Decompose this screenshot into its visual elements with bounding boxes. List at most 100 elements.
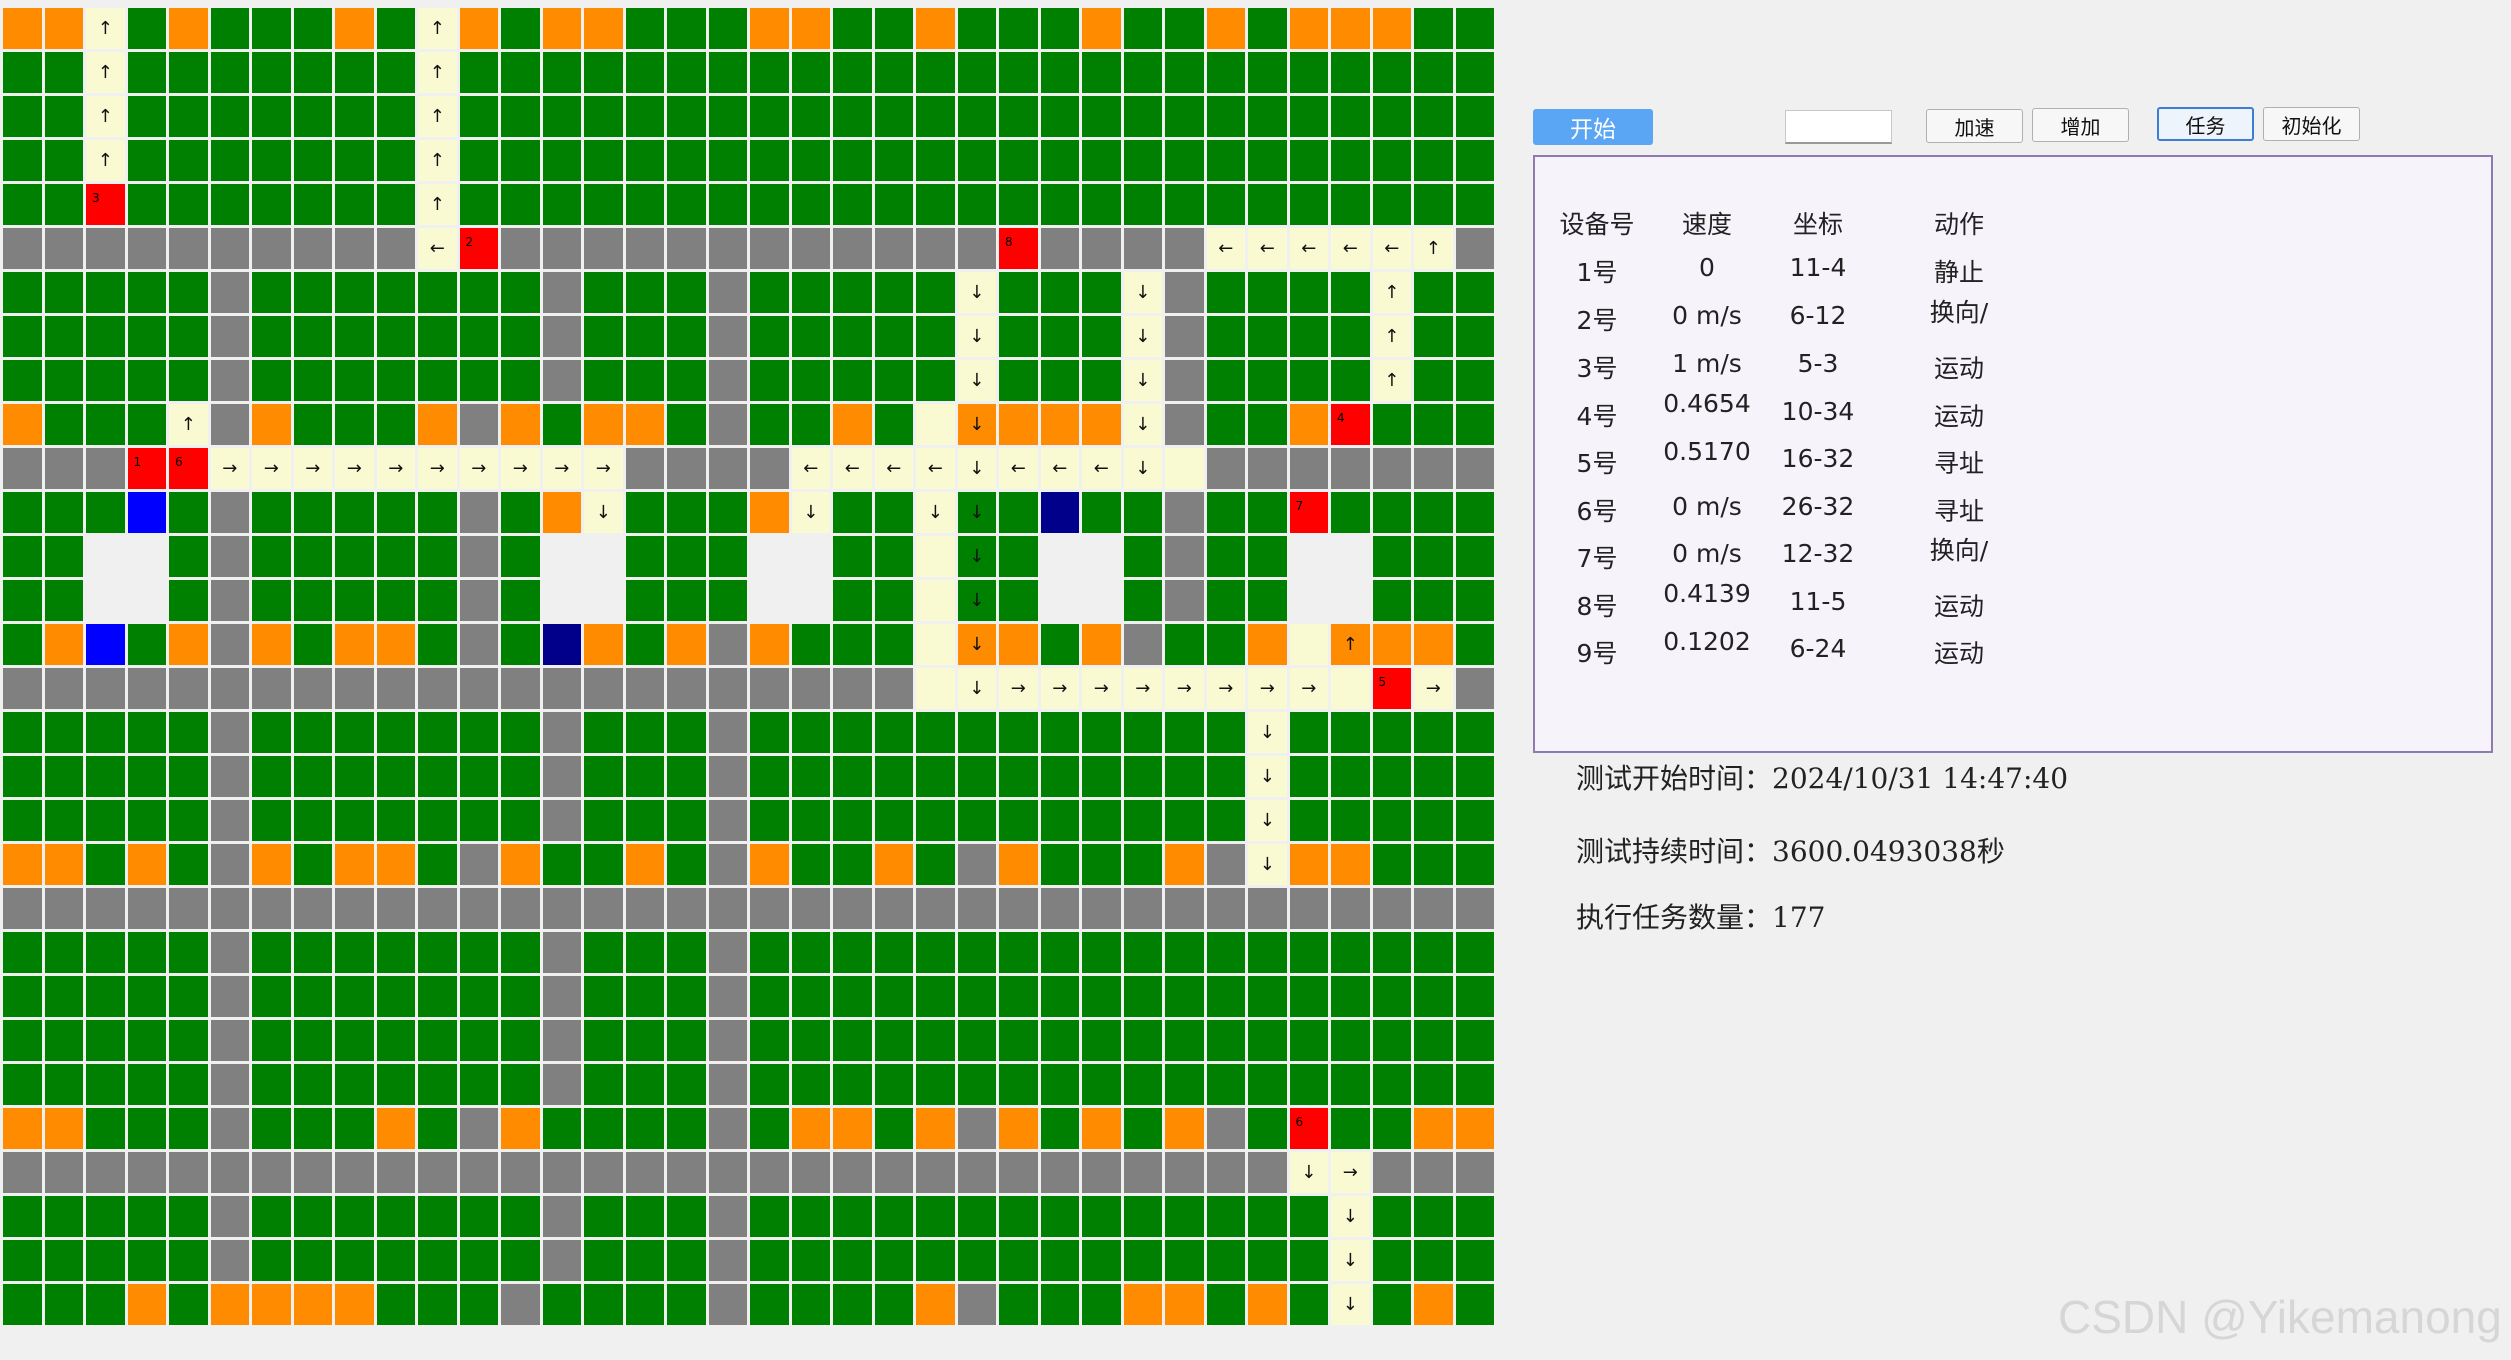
empty-cell [86,536,125,577]
header-speed: 速度 [1681,210,1733,239]
shelf-cell [1289,1064,1328,1105]
path-cell: → [459,448,498,489]
vehicle-cell: 1 [127,448,166,489]
shelf-cell [127,52,166,93]
occupied-shelf-cell: ↓ [957,624,996,665]
shelf-cell [252,800,291,841]
aisle-cell [1123,888,1162,929]
shelf-cell [376,96,415,137]
direction-arrow-icon: → [1135,677,1151,699]
shelf-cell [542,184,581,225]
shelf-cell [833,844,872,885]
path-cell: ← [999,448,1038,489]
accelerate-button[interactable]: 加速 [1926,109,2023,143]
shelf-cell [750,712,789,753]
add-button[interactable]: 增加 [2032,108,2129,142]
empty-cell [1040,536,1079,577]
shelf-cell [293,1020,332,1061]
shelf-cell [625,1020,664,1061]
shelf-cell [1082,800,1121,841]
initialize-button[interactable]: 初始化 [2263,107,2360,141]
occupied-shelf-cell [1289,8,1328,49]
occupied-shelf-cell [750,844,789,885]
shelf-cell [708,8,747,49]
shelf-cell [293,712,332,753]
shelf-cell [667,492,706,533]
aisle-cell [542,1064,581,1105]
shelf-cell [127,976,166,1017]
aisle-cell [1040,1152,1079,1193]
aisle-cell [542,888,581,929]
shelf-cell [1040,272,1079,313]
shelf-cell [1040,96,1079,137]
aisle-cell [376,228,415,269]
device-speed: 0 m/s [1672,301,1742,330]
shelf-cell [252,492,291,533]
shelf-cell [1206,272,1245,313]
shelf-cell [501,932,540,973]
shelf-cell [667,360,706,401]
shelf-cell [376,580,415,621]
shelf-cell [1165,624,1204,665]
shelf-cell [459,1284,498,1325]
vehicle-cell: 6 [169,448,208,489]
aisle-cell [750,1152,789,1193]
shelf-cell [1289,1020,1328,1061]
shelf-cell [335,1240,374,1281]
speed-input[interactable] [1785,110,1892,144]
occupied-shelf-cell [791,1108,830,1149]
aisle-cell [957,1108,996,1149]
device-id: 9号 [1576,639,1618,668]
shelf-cell [1040,1064,1079,1105]
direction-arrow-icon: ← [1301,237,1317,259]
shelf-cell [1165,52,1204,93]
direction-arrow-icon: → [1052,677,1068,699]
path-cell: ↓ [1123,448,1162,489]
start-button[interactable]: 开始 [1533,109,1653,145]
shelf-cell [999,976,1038,1017]
device-id: 5号 [1576,449,1618,478]
path-cell: → [210,448,249,489]
aisle-cell [252,888,291,929]
occupied-shelf-cell [999,1108,1038,1149]
shelf-cell [1082,932,1121,973]
aisle-cell [1372,448,1411,489]
empty-cell [1082,580,1121,621]
shelf-cell [625,1064,664,1105]
shelf-cell [86,404,125,445]
shelf-cell [874,1020,913,1061]
empty-cell [750,536,789,577]
occupied-shelf-cell [169,8,208,49]
shelf-cell [252,272,291,313]
shelf-cell [667,580,706,621]
shelf-cell [1372,1240,1411,1281]
path-cell: → [1248,668,1287,709]
path-cell [916,580,955,621]
shelf-cell [1123,976,1162,1017]
shelf-cell [501,536,540,577]
shelf-cell [501,360,540,401]
shelf-cell [1414,1240,1453,1281]
aisle-cell [1289,448,1328,489]
shelf-cell [418,1284,457,1325]
shelf-cell [169,756,208,797]
shelf-cell [1289,140,1328,181]
shelf-cell [874,316,913,357]
shelf-cell [1455,1284,1494,1325]
shelf-cell [1414,712,1453,753]
shelf-cell [542,844,581,885]
shelf-cell [1414,976,1453,1017]
shelf-cell [750,140,789,181]
device-action: 寻址 [1933,497,1985,526]
aisle-cell [542,1152,581,1193]
task-button[interactable]: 任务 [2157,107,2254,141]
shelf-cell [210,52,249,93]
aisle-cell [252,668,291,709]
shelf-cell [501,1240,540,1281]
shelf-cell [1082,844,1121,885]
shelf-cell [1040,316,1079,357]
aisle-cell [1206,844,1245,885]
shelf-cell [999,1284,1038,1325]
shelf-cell [459,712,498,753]
shelf-cell [1289,1196,1328,1237]
